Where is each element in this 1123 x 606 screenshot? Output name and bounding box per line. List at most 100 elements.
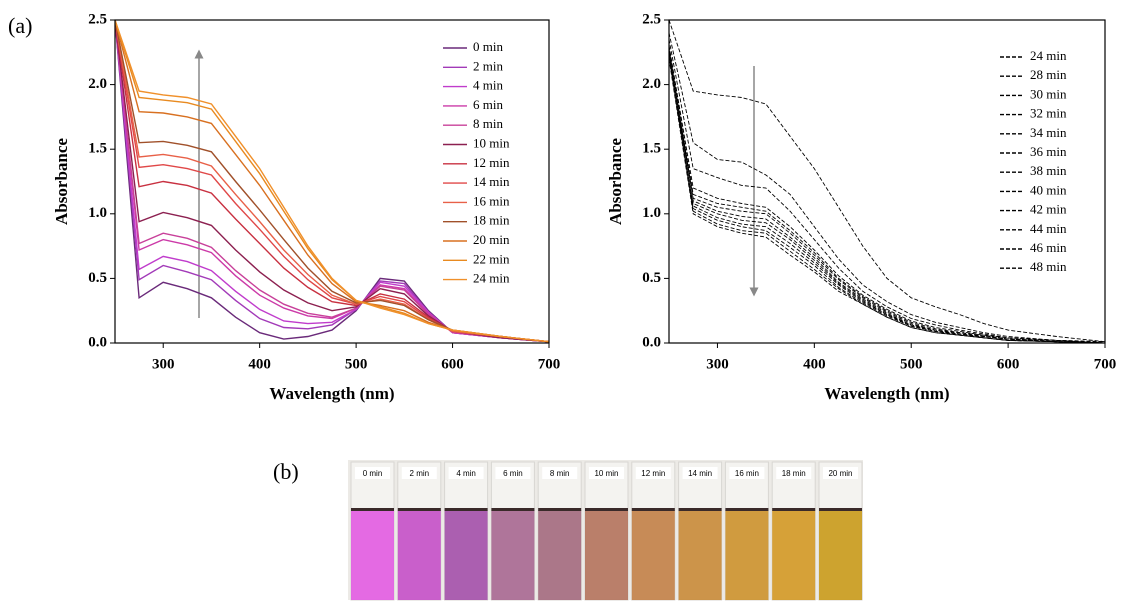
y-tick-label: 1.0 [642,205,661,221]
spectrum-line [669,49,1105,343]
vial-tag [448,467,484,479]
x-tick-label: 700 [538,356,561,372]
legend-label: 20 min [473,232,510,247]
vial-meniscus [819,508,862,511]
spectrum-line [115,20,549,343]
legend-label: 38 min [1030,163,1067,178]
vial-label: 12 min [641,469,665,478]
y-tick-label: 1.0 [88,205,107,221]
spectrum-line [669,58,1105,343]
vial-liquid [585,510,628,600]
spectrum-line [669,53,1105,343]
legend-label: 24 min [473,271,510,286]
spectrum-line [115,20,549,343]
legend-label: 14 min [473,174,510,189]
spectrum-line [669,20,1105,343]
vial-meniscus [585,508,628,511]
spectrum-line [669,48,1105,343]
vial-label: 8 min [550,469,570,478]
vial-label: 2 min [410,469,430,478]
legend-label: 42 min [1030,202,1067,217]
legend-label: 10 min [473,135,510,150]
y-tick-label: 0.0 [642,334,661,350]
vial-liquid [444,510,488,600]
plot-frame [668,19,1106,344]
vial-liquid [351,510,394,600]
legend-label: 18 min [473,213,510,228]
vial-tag [589,467,624,479]
spectrum-line [115,20,549,343]
vial-tag [635,467,671,479]
legend-label: 12 min [473,155,510,170]
vial-meniscus [538,508,582,511]
legend-label: 46 min [1030,240,1067,255]
y-tick-label: 1.5 [642,141,661,157]
vial-label: 10 min [594,469,618,478]
spectrum-line [115,20,549,343]
vial-meniscus [444,508,488,511]
panel-label: (b) [273,459,299,484]
vial-liquid [538,510,582,600]
legend-label: 36 min [1030,144,1067,159]
vial-tag [401,467,437,479]
vial-tag [355,467,390,479]
legend-label: 16 min [473,193,510,208]
vial-tag [729,467,765,479]
vial-meniscus [678,508,722,511]
spectrum-line [115,20,549,343]
x-axis-title: Wavelength (nm) [824,384,949,403]
vial-meniscus [491,508,535,511]
legend-label: 2 min [473,58,503,73]
vial-liquid [397,510,441,600]
vial-tag [823,467,858,479]
legend-label: 34 min [1030,125,1067,140]
vial-tag [495,467,531,479]
vial-meniscus [772,508,816,511]
vial-meniscus [631,508,675,511]
vial-liquid [772,510,816,600]
legend-label: 44 min [1030,221,1067,236]
y-tick-label: 2.5 [88,11,107,27]
x-tick-label: 400 [248,356,271,372]
legend-label: 32 min [1030,106,1067,121]
vial-liquid [819,510,862,600]
vial-meniscus [351,508,394,511]
y-tick-label: 0.5 [642,270,661,286]
vial-label: 14 min [688,469,712,478]
vial-label: 4 min [456,469,476,478]
vial-liquid [678,510,722,600]
vial-label: 18 min [782,469,806,478]
legend-label: 6 min [473,97,503,112]
vial-meniscus [725,508,769,511]
plot-frame [114,19,550,344]
x-tick-label: 300 [706,356,729,372]
vial-liquid [631,510,675,600]
y-tick-label: 0.5 [88,270,107,286]
vial-meniscus [397,508,441,511]
x-tick-label: 400 [803,356,826,372]
legend-label: 0 min [473,39,503,54]
legend-label: 22 min [473,251,510,266]
spectrum-line [669,45,1105,343]
x-tick-label: 700 [1094,356,1117,372]
spectrum-line [669,52,1105,343]
y-axis-title: Absorbance [52,138,71,225]
vial-photo: 0 min 2 min 4 min 6 min 8 min 10 min 12 min 14 … [348,460,863,601]
spectrum-line [669,32,1105,343]
legend-label: 24 min [1030,48,1067,63]
y-tick-label: 1.5 [88,141,107,157]
vial-tag [776,467,812,479]
legend-label: 4 min [473,78,503,93]
y-tick-label: 2.0 [88,76,107,92]
legend-label: 8 min [473,116,503,131]
x-tick-label: 500 [345,356,368,372]
vial-label: 16 min [735,469,759,478]
vial-label: 6 min [503,469,523,478]
vial-liquid [491,510,535,600]
vial-tag [542,467,578,479]
legend-label: 48 min [1030,259,1067,274]
vial-liquid [725,510,769,600]
legend-label: 28 min [1030,67,1067,82]
y-axis-title: Absorbance [606,138,625,225]
